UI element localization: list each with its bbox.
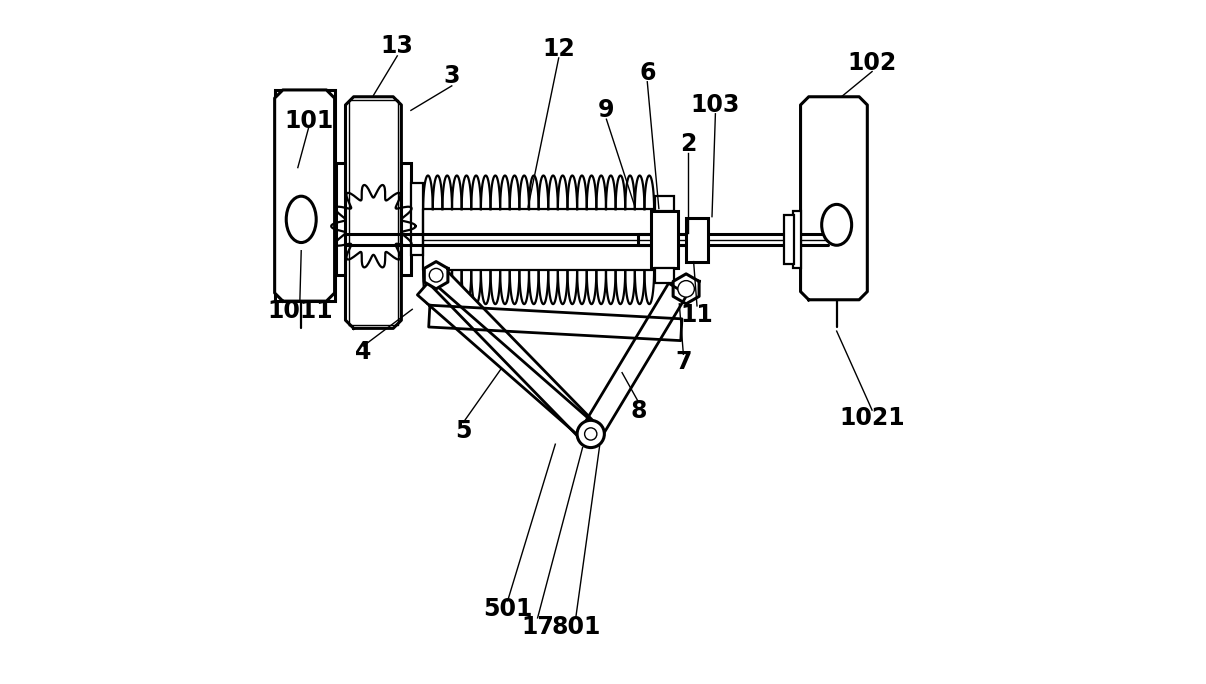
- Text: 501: 501: [482, 597, 532, 621]
- Bar: [686, 218, 708, 261]
- Bar: [794, 211, 801, 268]
- Text: 8: 8: [631, 399, 646, 423]
- Text: 2: 2: [680, 133, 696, 157]
- Polygon shape: [428, 305, 681, 341]
- Text: 801: 801: [551, 615, 601, 639]
- Text: 1021: 1021: [839, 406, 904, 430]
- Bar: [275, 90, 334, 301]
- Bar: [655, 268, 674, 283]
- Text: 17: 17: [521, 615, 554, 639]
- Bar: [336, 163, 345, 275]
- Polygon shape: [425, 261, 447, 289]
- Bar: [402, 163, 411, 275]
- Circle shape: [678, 280, 695, 297]
- Text: 5: 5: [455, 419, 472, 443]
- Text: 9: 9: [598, 98, 615, 122]
- Text: 7: 7: [675, 350, 691, 374]
- Polygon shape: [581, 283, 687, 440]
- Text: 102: 102: [848, 51, 897, 75]
- Text: 101: 101: [285, 109, 333, 133]
- Bar: [411, 183, 423, 255]
- Polygon shape: [417, 280, 604, 447]
- Circle shape: [429, 268, 443, 282]
- Text: 103: 103: [691, 93, 740, 117]
- Polygon shape: [345, 96, 402, 328]
- Bar: [655, 196, 674, 211]
- Circle shape: [578, 421, 604, 447]
- Ellipse shape: [286, 196, 316, 243]
- Text: 1011: 1011: [267, 300, 333, 324]
- Polygon shape: [275, 90, 334, 301]
- Bar: [651, 211, 678, 268]
- Circle shape: [585, 428, 597, 440]
- Polygon shape: [428, 267, 598, 442]
- Text: 11: 11: [680, 303, 714, 327]
- Text: 12: 12: [543, 37, 575, 61]
- Ellipse shape: [821, 205, 851, 246]
- Text: 4: 4: [355, 340, 371, 364]
- Text: 3: 3: [444, 64, 459, 88]
- Bar: [784, 215, 794, 263]
- Polygon shape: [801, 96, 867, 300]
- Text: 6: 6: [639, 61, 656, 85]
- Text: 13: 13: [381, 34, 414, 57]
- Polygon shape: [673, 274, 699, 304]
